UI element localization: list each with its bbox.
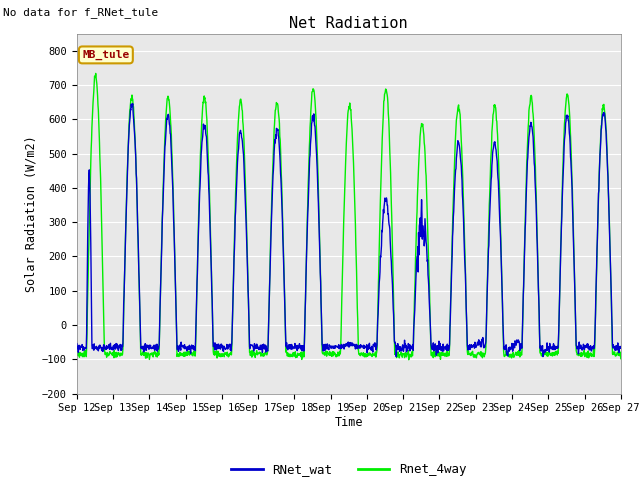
Legend: RNet_wat, Rnet_4way: RNet_wat, Rnet_4way: [227, 458, 471, 480]
Title: Net Radiation: Net Radiation: [289, 16, 408, 31]
X-axis label: Time: Time: [335, 416, 363, 429]
Text: MB_tule: MB_tule: [82, 50, 129, 60]
Text: No data for f_RNet_tule: No data for f_RNet_tule: [3, 7, 159, 18]
Y-axis label: Solar Radiation (W/m2): Solar Radiation (W/m2): [25, 135, 38, 292]
